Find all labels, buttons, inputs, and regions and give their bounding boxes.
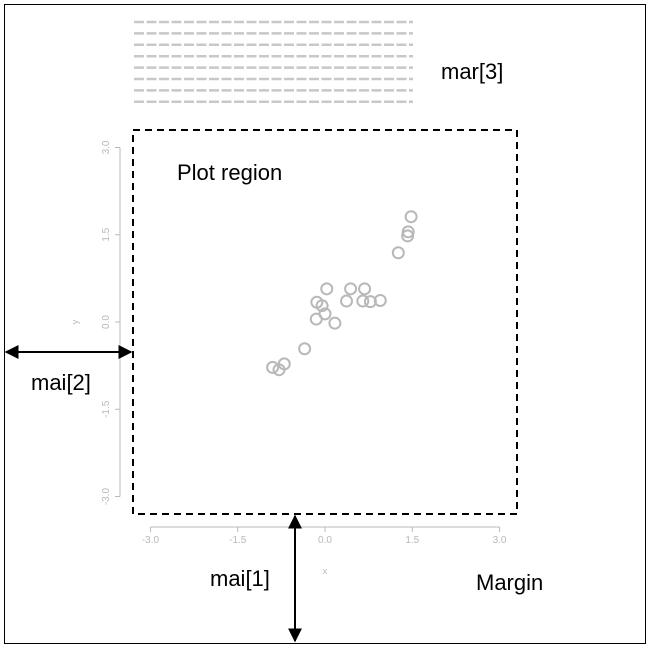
figure-border: [4, 4, 646, 644]
scatter-point: [344, 282, 358, 296]
x-axis: -3.0 -1.5 0.0 1.5 3.0: [142, 526, 507, 546]
scatter-point: [328, 316, 342, 330]
y-axis-label: y: [70, 319, 80, 324]
scatter-point: [266, 360, 280, 374]
mai2-label: mai[2]: [31, 370, 91, 395]
x-tick-label: 1.5: [405, 535, 419, 546]
scatter-point: [318, 307, 332, 321]
y-tick-label: 0.0: [101, 315, 112, 329]
scatter-point: [401, 225, 415, 239]
scatter-point: [315, 299, 329, 313]
y-axis: -3.0 -1.5 0.0 1.5 3.0: [101, 140, 121, 505]
plot-region-border: [132, 129, 518, 515]
x-tick-label: 0.0: [318, 535, 332, 546]
scatter-points: [266, 210, 418, 377]
margin-label: Margin: [476, 570, 543, 595]
y-tick-label: -1.5: [101, 400, 112, 418]
scatter-point: [391, 246, 405, 260]
scatter-point: [298, 342, 312, 356]
x-tick-label: 3.0: [493, 535, 507, 546]
scatter-point: [358, 282, 372, 296]
scatter-point: [277, 357, 291, 371]
x-axis-label: x: [323, 566, 328, 576]
scatter-point: [356, 294, 370, 308]
scatter-point: [320, 282, 334, 296]
x-tick-label: -1.5: [229, 535, 247, 546]
y-tick-label: -3.0: [101, 487, 112, 505]
margin-text-lines: [134, 20, 413, 104]
y-tick-label: 1.5: [101, 227, 112, 241]
x-tick-label: -3.0: [142, 535, 160, 546]
mar3-label: mar[3]: [441, 59, 503, 84]
mai1-label: mai[1]: [210, 566, 270, 591]
plot-region-label: Plot region: [177, 160, 282, 185]
scatter-point: [340, 294, 354, 308]
scatter-point: [373, 293, 387, 307]
scatter-point: [404, 210, 418, 224]
y-tick-label: 3.0: [101, 140, 112, 154]
